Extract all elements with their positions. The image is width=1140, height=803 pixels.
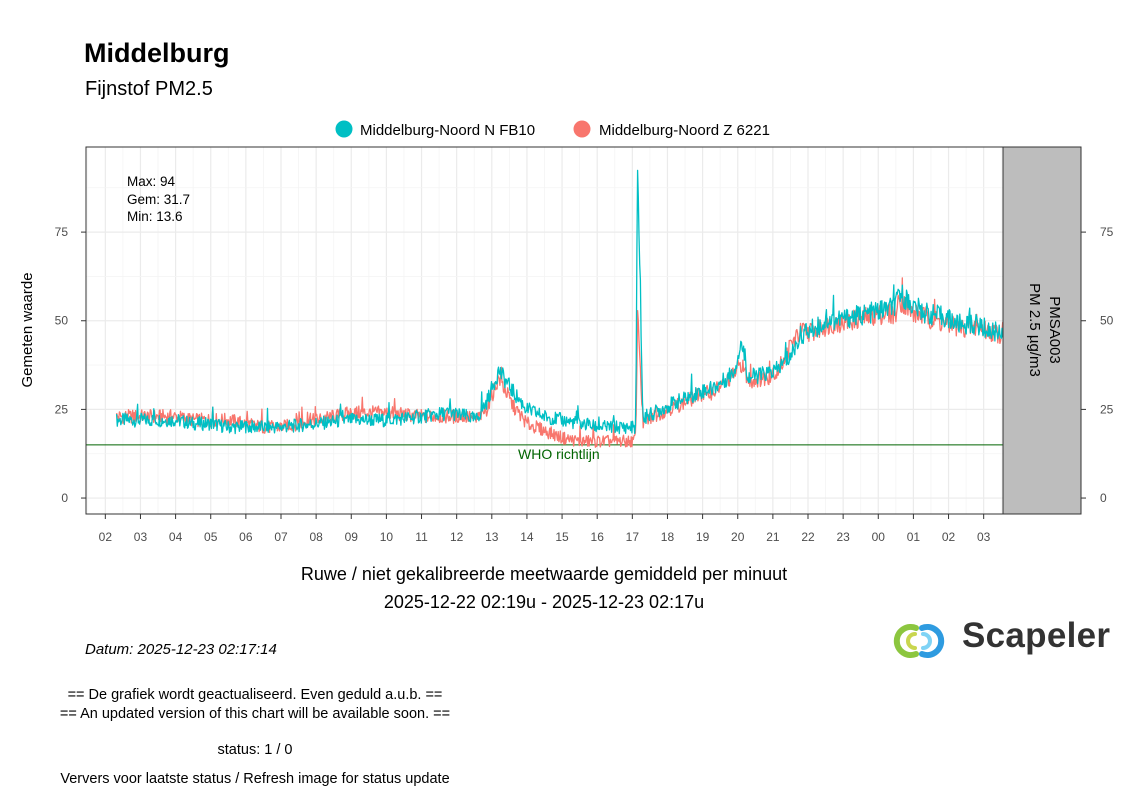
x-tick-label: 02	[99, 530, 113, 544]
update-notice-en: == An updated version of this chart will…	[59, 706, 451, 722]
x-tick-label: 05	[204, 530, 218, 544]
x-tick-label: 09	[345, 530, 359, 544]
y-tick-label-right: 50	[1100, 314, 1114, 328]
y-tick-label-left: 50	[55, 314, 69, 328]
y-tick-label-right: 25	[1100, 402, 1114, 416]
x-tick-label: 19	[696, 530, 710, 544]
x-tick-label: 02	[942, 530, 956, 544]
x-axis-caption: Ruwe / niet gekalibreerde meetwaarde gem…	[300, 564, 788, 584]
x-tick-label: 20	[731, 530, 745, 544]
legend-marker-series-1	[335, 120, 353, 138]
y-tick-label-left: 25	[55, 402, 69, 416]
x-tick-label: 03	[977, 530, 991, 544]
y-tick-label-left: 0	[61, 491, 68, 505]
x-tick-label: 23	[836, 530, 850, 544]
status-text: status: 1 / 0	[217, 742, 293, 758]
data-series	[115, 169, 1003, 448]
y-tick-label-left: 75	[55, 225, 69, 239]
x-tick-label: 07	[274, 530, 288, 544]
datum-text: Datum: 2025-12-23 02:17:14	[85, 641, 277, 658]
stat-mean: Gem: 31.7	[127, 192, 190, 207]
x-tick-label: 06	[239, 530, 253, 544]
series-line-1	[115, 169, 1003, 435]
x-tick-label: 01	[907, 530, 921, 544]
scapeler-logo-text: Scapeler	[962, 616, 1111, 655]
x-tick-label: 13	[485, 530, 499, 544]
stat-min: Min: 13.6	[127, 209, 183, 224]
strip-panel	[1002, 146, 1082, 515]
x-tick-label: 04	[169, 530, 183, 544]
x-tick-label: 18	[661, 530, 675, 544]
y-tick-label-right: 0	[1100, 491, 1107, 505]
scapeler-logo[interactable]: Scapeler	[884, 614, 1110, 664]
chart-title: Middelburg	[84, 38, 230, 68]
legend-label-series-2: Middelburg-Noord Z 6221	[599, 122, 770, 139]
x-tick-label: 12	[450, 530, 464, 544]
axes: 02 03 04 05 06 07 08 09 10 11 12 13 14 15 16 17 18 19 20 21…	[55, 225, 1114, 544]
time-range: 2025-12-22 02:19u - 2025-12-23 02:17u	[383, 592, 705, 612]
x-tick-label: 14	[520, 530, 534, 544]
strip-label-sensor: PMSA003	[1046, 296, 1063, 364]
stat-max: Max: 94	[127, 174, 176, 189]
refresh-hint: Ververs voor laatste status / Refresh im…	[60, 771, 450, 787]
legend-marker-series-2	[573, 120, 591, 138]
legend-label-series-1: Middelburg-Noord N FB10	[360, 122, 535, 139]
x-tick-label: 22	[801, 530, 815, 544]
scapeler-logo-icon	[893, 624, 945, 658]
x-tick-label: 17	[626, 530, 640, 544]
x-tick-label: 15	[555, 530, 569, 544]
x-tick-label: 00	[872, 530, 886, 544]
y-tick-label-right: 75	[1100, 225, 1114, 239]
strip-label-unit: PM 2.5 µg/m3	[1026, 283, 1043, 377]
legend: Middelburg-Noord N FB10 Middelburg-Noord…	[335, 120, 770, 139]
update-notice-nl: == De grafiek wordt geactualiseerd. Even…	[67, 687, 443, 703]
x-tick-label: 16	[591, 530, 605, 544]
y-axis-label: Gemeten waarde	[19, 272, 36, 387]
x-tick-label: 03	[134, 530, 148, 544]
who-label: WHO richtlijn	[518, 446, 600, 462]
chart-subtitle: Fijnstof PM2.5	[85, 78, 213, 100]
x-tick-label: 11	[415, 530, 428, 544]
x-tick-label: 10	[380, 530, 394, 544]
x-tick-label: 21	[766, 530, 780, 544]
x-tick-label: 08	[309, 530, 323, 544]
